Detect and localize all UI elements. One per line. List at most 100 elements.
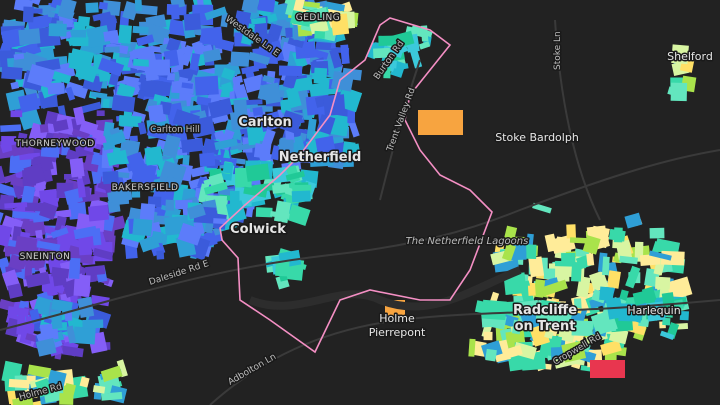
road [0,149,720,331]
block [303,46,329,61]
boundary [219,17,493,354]
block [625,265,641,289]
block [118,115,142,128]
block [230,190,240,208]
block [203,48,222,63]
block [253,143,272,159]
block [4,202,28,209]
block [152,187,177,204]
block [243,186,268,198]
block [561,340,587,363]
roads [0,19,720,405]
block [203,181,228,195]
block [102,98,110,108]
block [84,136,97,153]
road-label: Stoke Ln [553,31,563,70]
block [12,396,34,405]
block [47,82,65,95]
block [285,86,302,109]
block [344,143,360,154]
block [553,321,564,331]
block [129,48,144,60]
block [92,247,114,261]
block [25,271,51,288]
block [136,34,155,47]
block [285,0,297,16]
block [0,222,13,247]
block [329,48,343,69]
block [22,6,34,23]
block [207,98,234,119]
block [315,135,336,153]
block [189,52,201,71]
place-label: Radcliffe [513,303,577,318]
block [601,256,610,276]
block [501,243,516,262]
block [183,13,202,31]
block [259,111,283,132]
block [180,137,204,153]
block [182,154,190,168]
block [586,253,595,266]
block [132,25,149,35]
block [616,242,633,260]
block [39,201,58,220]
block [24,400,43,405]
block [137,89,146,100]
block [275,260,290,277]
road [209,299,720,405]
block [589,270,609,292]
block [248,51,271,66]
block [73,106,86,126]
block [204,6,228,21]
block [170,4,180,20]
block [606,270,621,289]
block [667,86,676,96]
block [0,28,25,49]
block [7,306,29,317]
block [287,37,305,49]
block [92,11,112,22]
block [278,139,294,158]
block [18,28,41,46]
block [57,0,77,20]
block [270,145,282,161]
block [12,210,37,220]
block [14,235,38,258]
block [307,7,328,19]
block [485,348,497,362]
block [72,36,89,47]
block [273,40,285,61]
block [632,290,647,306]
block [50,227,69,239]
block [285,170,305,181]
block [23,163,46,186]
block [78,101,102,114]
block [671,44,689,65]
block [86,25,111,49]
block [90,294,110,307]
block [69,157,85,178]
block [544,233,558,253]
block [255,207,273,218]
block [177,222,203,246]
place-label: Carlton [238,115,292,130]
block [613,227,623,243]
block [1,66,23,80]
block [270,211,290,219]
block [0,183,20,198]
block [131,178,141,198]
place-label: Stoke Bardolph [495,131,579,144]
block [82,319,104,329]
block [164,175,178,190]
block [303,1,321,9]
block [39,123,49,133]
block [53,133,69,141]
block [46,369,67,390]
block [232,75,243,85]
block [571,320,594,337]
block [102,141,116,151]
block [291,190,311,203]
block [132,218,153,237]
block [230,51,250,67]
